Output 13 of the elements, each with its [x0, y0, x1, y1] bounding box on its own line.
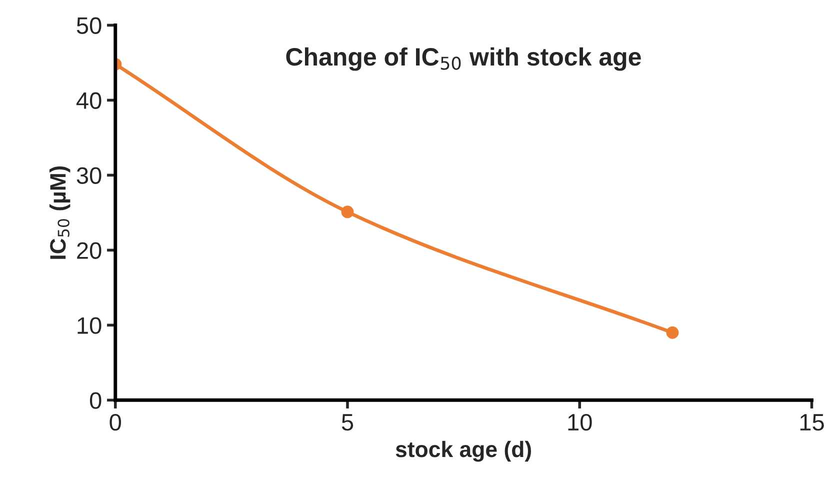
x-tick-label: 10	[568, 414, 592, 431]
y-tick-label: 20	[77, 242, 102, 259]
x-tick-label: 5	[342, 414, 354, 431]
y-tick-label: 10	[78, 317, 102, 334]
x-axis-title: stock age (d)	[396, 440, 531, 462]
y-tick-label: 0	[90, 392, 102, 409]
y-tick-label: 30	[76, 167, 102, 184]
y-axis-title: IC$_{50}$ (µM)	[49, 166, 70, 259]
x-tick-label: 15	[800, 414, 824, 431]
y-tick-label: 40	[76, 92, 102, 109]
y-tick-label: 50	[76, 17, 102, 34]
x-tick-label: 0	[110, 414, 122, 431]
text: Change of IC$_{50}$ with stock age	[286, 47, 641, 71]
